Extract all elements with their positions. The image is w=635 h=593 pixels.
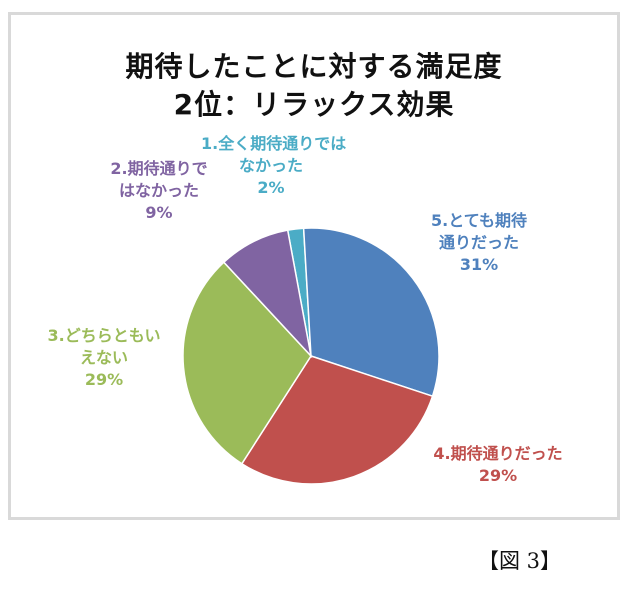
label-slice-2: 2.期待通りで はなかった 9% — [99, 158, 219, 224]
chart-title-line2: 2位：リラックス効果 — [173, 88, 455, 121]
chart-title-line1: 期待したことに対する満足度 — [125, 50, 503, 83]
pie-slice-s4 — [240, 355, 434, 485]
label-slice-3-percent: 29% — [84, 370, 124, 389]
label-slice-2-percent: 9% — [145, 203, 173, 222]
label-slice-5-line2: 通りだった — [438, 233, 519, 252]
label-slice-2-line1: 2.期待通りで — [110, 159, 208, 178]
label-slice-1: 1.全く期待通りでは なかった 2% — [201, 133, 347, 199]
pie-slice-s5 — [302, 227, 440, 398]
label-slice-2-line2: はなかった — [118, 181, 199, 200]
label-slice-4-line1: 4.期待通りだった — [433, 444, 563, 463]
figure-caption: 【図 3】 — [478, 549, 562, 573]
label-slice-5: 5.とても期待 通りだった 31% — [419, 210, 539, 276]
label-slice-3-line2: えない — [79, 348, 128, 367]
pie-slice-s3 — [182, 261, 312, 465]
pie-slice-s2 — [222, 229, 313, 359]
label-slice-1-percent: 2% — [257, 178, 285, 197]
label-slice-5-percent: 31% — [459, 255, 499, 274]
label-slice-4: 4.期待通りだった 29% — [423, 443, 573, 487]
label-slice-1-line2: なかった — [238, 156, 303, 175]
label-slice-3: 3.どちらともい えない 29% — [39, 325, 169, 391]
chart-frame: 期待したことに対する満足度 2位：リラックス効果 1.全く期待通りでは なかった… — [8, 12, 620, 520]
label-slice-3-line1: 3.どちらともい — [47, 326, 161, 345]
label-slice-1-line1: 1.全く期待通りでは — [201, 134, 347, 153]
label-slice-4-percent: 29% — [478, 466, 518, 485]
label-slice-5-line1: 5.とても期待 — [431, 211, 527, 230]
pie-chart — [182, 227, 440, 485]
